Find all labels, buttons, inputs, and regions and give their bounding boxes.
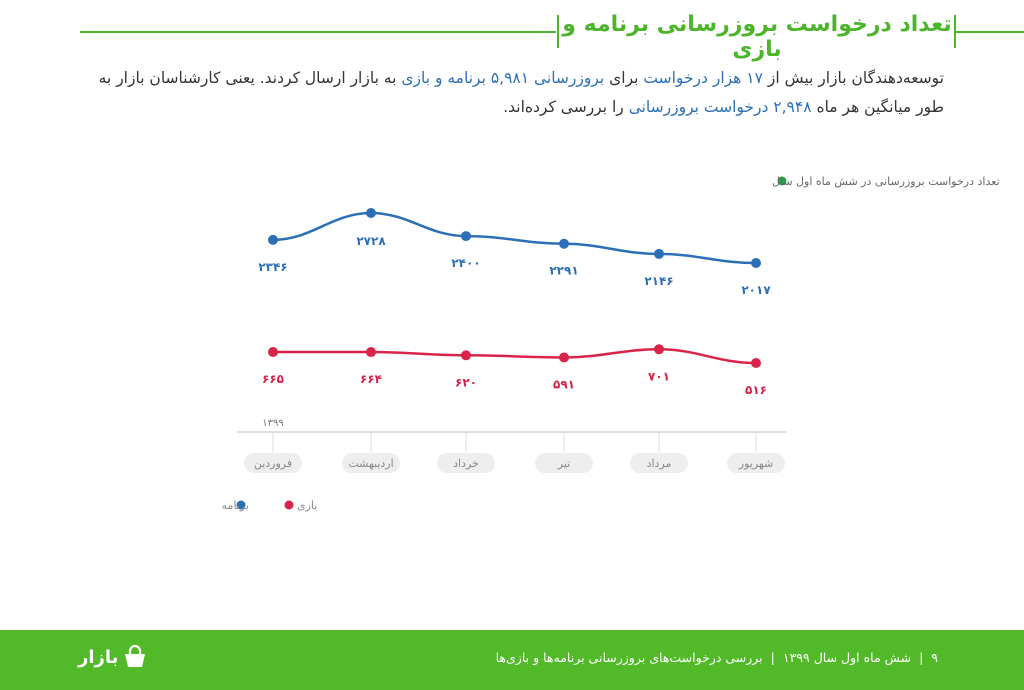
x-label-pill — [727, 453, 785, 473]
chart-title: تعداد درخواست بروزرسانی در شش ماه اول سا… — [772, 175, 1000, 188]
bazaar-logo: بازار — [78, 644, 148, 670]
data-point — [751, 258, 761, 268]
header-bar-left — [557, 15, 559, 48]
series-line-1 — [272, 348, 757, 365]
footer-period: شش ماه اول سال ۱۳۹۹ — [782, 650, 912, 665]
year-label: ۱۳۹۹ — [262, 418, 283, 429]
x-tick-label: شهریور — [738, 457, 773, 470]
data-label: ۶۲۰ — [455, 375, 477, 389]
page-title: تعداد درخواست بروزرسانی برنامه و بازی — [562, 12, 952, 62]
data-label: ۶۶۴ — [360, 372, 382, 386]
data-label: ۵۹۱ — [553, 377, 575, 391]
footer-caption: ۹ | شش ماه اول سال ۱۳۹۹ | بررسی درخواست‌های … — [492, 650, 942, 665]
x-label-pill — [437, 453, 495, 473]
x-tick-label: فروردین — [254, 457, 292, 470]
data-label: ۲۲۹۱ — [549, 264, 578, 278]
data-label: ۲۱۴۶ — [644, 274, 673, 288]
x-label-pill — [244, 453, 302, 473]
data-point — [654, 248, 664, 259]
x-tick-label: خرداد — [453, 457, 479, 470]
para-seg: را بررسی کرده‌اند. — [503, 98, 629, 116]
data-label: ۵۱۶ — [745, 383, 767, 397]
data-label: ۷۰۱ — [648, 369, 670, 383]
data-point — [366, 208, 376, 219]
data-point — [461, 231, 471, 242]
header-rule-left — [80, 31, 556, 33]
line-chart: تعداد درخواست بروزرسانی در شش ماه اول سا… — [222, 175, 1000, 512]
footer-section: بررسی درخواست‌های بروزرسانی برنامه‌ها و … — [495, 650, 763, 665]
para-seg: به بازار ارسال کردند. یعنی کارشناسان باز… — [98, 69, 944, 116]
x-tick-label: اردیبهشت — [348, 457, 393, 470]
x-label-pill — [342, 453, 400, 473]
data-point — [559, 238, 569, 249]
x-tick-label: مرداد — [647, 457, 672, 470]
x-tick-label: تیر — [557, 457, 570, 470]
legend-label-app: برنامه — [222, 499, 249, 512]
data-point — [268, 234, 278, 245]
header-bar-right — [954, 15, 956, 48]
header-rule-right — [956, 31, 1024, 33]
data-point — [559, 352, 569, 363]
logo-text: بازار — [78, 646, 119, 668]
data-label: ۲۳۴۶ — [258, 260, 287, 274]
data-point — [751, 358, 761, 368]
data-point — [461, 350, 471, 361]
data-label: ۶۶۵ — [262, 372, 284, 386]
chart-title-marker — [777, 176, 787, 186]
page-number: ۹ — [931, 650, 938, 665]
shopping-bag-icon — [125, 644, 146, 667]
intro-paragraph: توسعه‌دهندگان بازار بیش از ۱۷ هزار درخوا… — [76, 64, 944, 122]
separator: | — [770, 650, 775, 665]
data-point — [366, 347, 376, 358]
footer: ۹ | شش ماه اول سال ۱۳۹۹ | بررسی درخواست‌های … — [0, 630, 1024, 690]
separator: | — [919, 650, 924, 665]
para-seg: برای — [604, 69, 644, 87]
legend-label-game: بازی — [297, 499, 317, 512]
para-highlight: ۲,۹۴۸ درخواست بروزرسانی — [628, 98, 812, 116]
x-label-pill — [630, 453, 688, 473]
para-seg: توسعه‌دهندگان بازار بیش از — [762, 69, 944, 87]
data-point — [654, 344, 664, 355]
para-highlight: ۱۷ هزار درخواست — [643, 69, 763, 87]
x-label-pill — [535, 453, 593, 473]
legend-marker-game — [284, 500, 294, 510]
data-label: ۲۷۲۸ — [356, 234, 386, 248]
para-highlight: بروزرسانی ۵,۹۸۱ برنامه و بازی — [401, 69, 605, 87]
data-label: ۲۴۰۰ — [451, 256, 480, 270]
data-label: ۲۰۱۷ — [741, 283, 771, 297]
legend-marker-app — [236, 500, 246, 510]
series-line-0 — [272, 211, 757, 265]
data-point — [268, 346, 278, 357]
